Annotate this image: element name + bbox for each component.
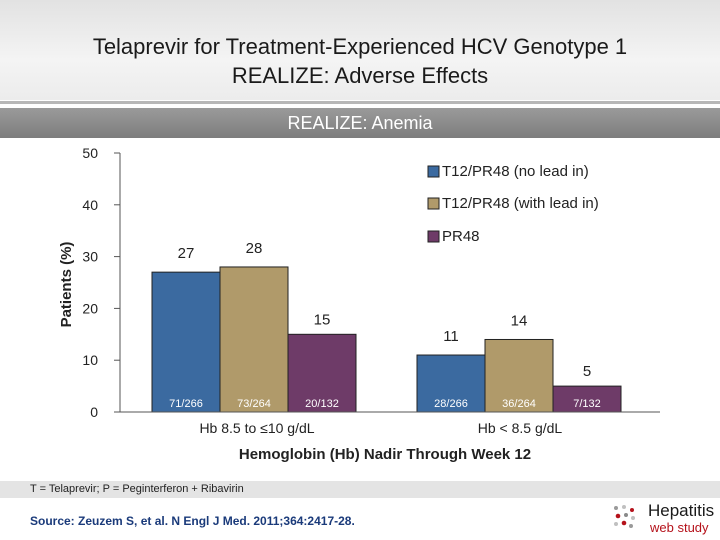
logo-text-web-study: web study xyxy=(650,520,709,535)
bar-count-label: 7/132 xyxy=(573,398,601,410)
slide-title-line2: REALIZE: Adverse Effects xyxy=(231,63,489,88)
bar-count-label: 28/266 xyxy=(434,398,468,410)
bar-value-label: 27 xyxy=(178,245,195,262)
y-tick-label: 40 xyxy=(82,197,98,213)
bar-value-label: 11 xyxy=(443,328,459,345)
y-axis-title: Patients (%) xyxy=(58,242,75,328)
bar-value-label: 28 xyxy=(246,240,263,257)
header-divider xyxy=(0,101,720,104)
legend-swatch xyxy=(427,230,440,243)
category-label: Hb < 8.5 g/dL xyxy=(478,420,563,436)
legend-label: T12/PR48 (with lead in) xyxy=(442,195,599,212)
slide-subtitle: REALIZE: Anemia xyxy=(287,113,433,133)
legend-box xyxy=(405,154,652,264)
x-axis-title: Hemoglobin (Hb) Nadir Through Week 12 xyxy=(239,446,531,463)
subtitle-bar: REALIZE: Anemia xyxy=(0,108,720,138)
bar-count-label: 73/264 xyxy=(237,398,271,410)
hepatitis-web-study-logo: Hepatitis web study xyxy=(606,498,716,536)
bar-count-label: 71/266 xyxy=(169,398,203,410)
bar xyxy=(219,266,289,413)
source-citation: Source: Zeuzem S, et al. N Engl J Med. 2… xyxy=(30,514,355,528)
bar-count-label: 36/264 xyxy=(502,398,536,410)
y-tick-label: 10 xyxy=(82,352,98,368)
bar-value-label: 14 xyxy=(511,312,528,329)
title-header: Telaprevir for Treatment-Experienced HCV… xyxy=(0,0,720,100)
legend-label: PR48 xyxy=(442,228,480,245)
y-tick-label: 50 xyxy=(82,145,98,161)
anemia-bar-chart: 0 10 20 30 40 50 Patients (%) 27 71/266 11 28/266 2… xyxy=(58,145,660,463)
legend-swatch xyxy=(427,165,440,178)
y-tick-label: 0 xyxy=(90,404,98,420)
category-label: Hb 8.5 to ≤10 g/dL xyxy=(199,420,314,436)
hepatitis-logo-icon xyxy=(614,505,635,528)
footnote-text: T = Telaprevir; P = Peginterferon + Riba… xyxy=(30,483,244,495)
bar-value-label: 15 xyxy=(314,311,331,328)
bar xyxy=(484,338,554,413)
slide-title-line1: Telaprevir for Treatment-Experienced HCV… xyxy=(92,34,628,59)
footnote-bar: T = Telaprevir; P = Peginterferon + Riba… xyxy=(0,481,720,498)
bar xyxy=(151,271,221,413)
legend-label: T12/PR48 (no lead in) xyxy=(442,163,589,180)
legend-swatch xyxy=(427,197,440,210)
logo-text-hepatitis: Hepatitis xyxy=(648,501,715,520)
bar-count-label: 20/132 xyxy=(305,398,339,410)
bar xyxy=(287,333,357,413)
y-tick-label: 30 xyxy=(82,249,98,265)
bar-value-label: 5 xyxy=(583,363,591,380)
y-tick-label: 20 xyxy=(82,300,98,316)
